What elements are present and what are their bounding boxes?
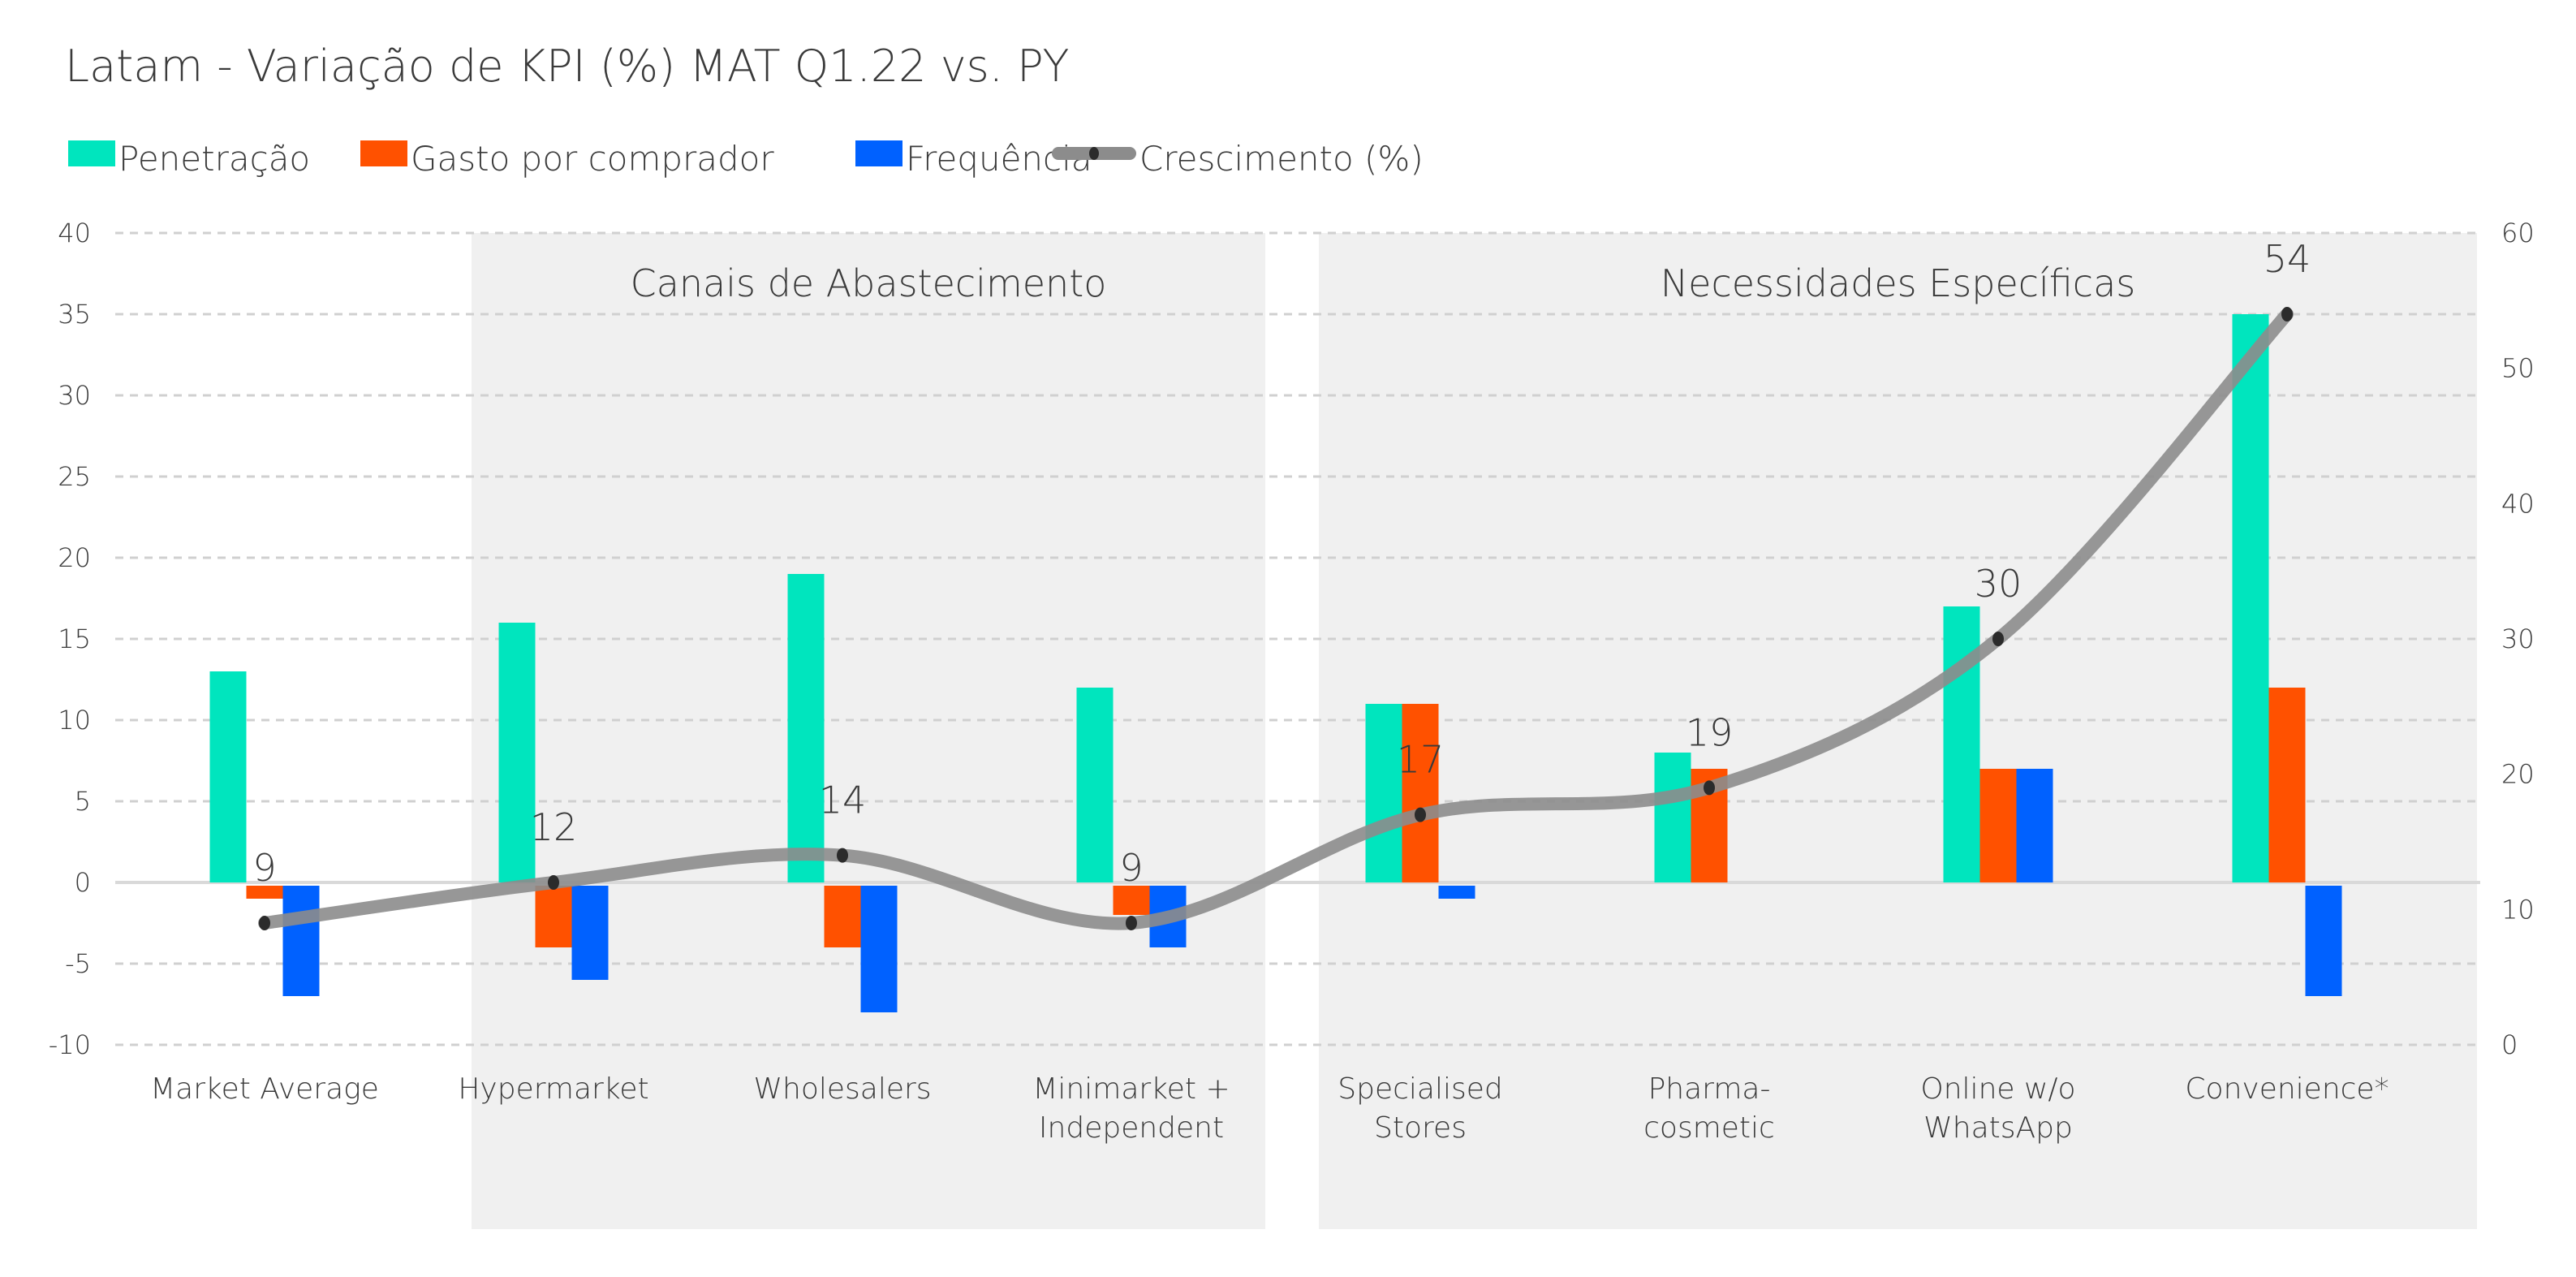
left-tick-label: 30 <box>58 380 91 411</box>
bar-frequ-ncia <box>2305 886 2342 996</box>
bar-penetra-o <box>209 671 247 882</box>
category-label: WhatsApp <box>1923 1111 2073 1145</box>
right-tick-label: 40 <box>2501 488 2535 519</box>
category-label: Minimarket + <box>1032 1072 1230 1106</box>
growth-point <box>259 916 270 930</box>
left-tick-label: 10 <box>58 705 91 736</box>
axes: 4035302520151050-5-106050403020100Market… <box>49 218 2535 1145</box>
growth-data-label: 19 <box>1686 710 1734 754</box>
growth-data-label: 17 <box>1397 738 1445 782</box>
category-label: Stores <box>1374 1111 1467 1145</box>
bar-frequ-ncia <box>282 886 320 996</box>
bar-gasto-por-comprador <box>535 886 572 947</box>
left-tick-label: 0 <box>75 867 91 898</box>
panel-title: Necessidades Específicas <box>1661 261 2136 305</box>
bar-gasto-por-comprador <box>824 886 861 947</box>
left-tick-label: 5 <box>75 786 91 817</box>
bar-penetra-o <box>2232 314 2269 882</box>
legend-swatch <box>360 140 407 166</box>
bars <box>209 314 2342 1012</box>
bar-penetra-o <box>787 574 825 882</box>
growth-data-label: 14 <box>819 779 867 822</box>
growth-point <box>548 875 559 890</box>
category-label: Wholesalers <box>753 1072 931 1106</box>
legend-marker <box>1089 147 1099 160</box>
growth-line: 9 12 14 9 17 19 30 54 <box>252 237 2311 930</box>
legend-swatch <box>68 140 115 166</box>
bar-gasto-por-comprador <box>1979 769 2017 882</box>
bar-frequ-ncia <box>1438 886 1475 899</box>
growth-point <box>1415 807 1426 822</box>
right-tick-label: 20 <box>2501 759 2535 790</box>
left-tick-label: -10 <box>49 1029 91 1060</box>
chart-title: Latam - Variação de KPI (%) MAT Q1.22 vs… <box>65 41 1070 92</box>
bar-frequ-ncia <box>860 886 898 1012</box>
bar-penetra-o <box>1365 704 1402 882</box>
growth-data-label: 30 <box>1975 562 2022 606</box>
legend-swatch <box>855 140 902 166</box>
growth-data-label: 54 <box>2264 237 2311 281</box>
left-tick-label: -5 <box>65 948 91 979</box>
bar-gasto-por-comprador <box>1113 886 1150 915</box>
category-label: Market Average <box>150 1072 379 1106</box>
right-tick-label: 60 <box>2501 218 2535 248</box>
bar-gasto-por-comprador <box>246 886 283 899</box>
category-label: Independent <box>1039 1111 1224 1145</box>
category-label: Convenience* <box>2185 1072 2389 1106</box>
panel-1 <box>472 233 1265 1229</box>
bar-penetra-o <box>498 623 536 882</box>
bar-gasto-por-comprador <box>2268 688 2306 882</box>
right-tick-label: 30 <box>2501 623 2535 654</box>
left-tick-label: 35 <box>58 299 91 330</box>
right-tick-label: 50 <box>2501 353 2535 384</box>
bar-penetra-o <box>1076 688 1114 882</box>
growth-point <box>1704 780 1715 796</box>
bar-frequ-ncia <box>571 886 609 980</box>
legend-label: Gasto por comprador <box>411 139 774 179</box>
growth-point <box>2281 307 2293 321</box>
growth-point <box>1126 916 1137 930</box>
growth-data-label: 12 <box>530 805 578 849</box>
right-tick-label: 0 <box>2501 1029 2518 1060</box>
category-label: cosmetic <box>1643 1111 1775 1145</box>
right-tick-label: 10 <box>2501 894 2535 925</box>
growth-data-label: 9 <box>1119 846 1143 890</box>
growth-point <box>837 848 848 863</box>
category-label: Online w/o <box>1920 1072 2075 1106</box>
legend-label: Penetração <box>118 139 310 179</box>
left-tick-label: 25 <box>58 461 91 492</box>
bar-penetra-o <box>1654 753 1691 882</box>
bar-frequ-ncia <box>2016 769 2053 882</box>
category-label: Hypermarket <box>458 1072 648 1106</box>
category-label: Pharma- <box>1648 1072 1771 1106</box>
growth-point <box>1992 632 2004 646</box>
left-tick-label: 40 <box>58 218 91 248</box>
panel-title: Canais de Abastecimento <box>631 261 1107 305</box>
growth-data-label: 9 <box>252 846 276 890</box>
legend: Penetração Gasto por comprador Frequência C… <box>68 139 1424 179</box>
legend-label: Crescimento (%) <box>1139 139 1424 179</box>
bar-gasto-por-comprador <box>1402 704 1439 882</box>
left-tick-label: 15 <box>58 623 91 654</box>
left-tick-label: 20 <box>58 542 91 573</box>
bar-penetra-o <box>1943 606 1980 882</box>
category-label: Specialised <box>1338 1072 1502 1106</box>
